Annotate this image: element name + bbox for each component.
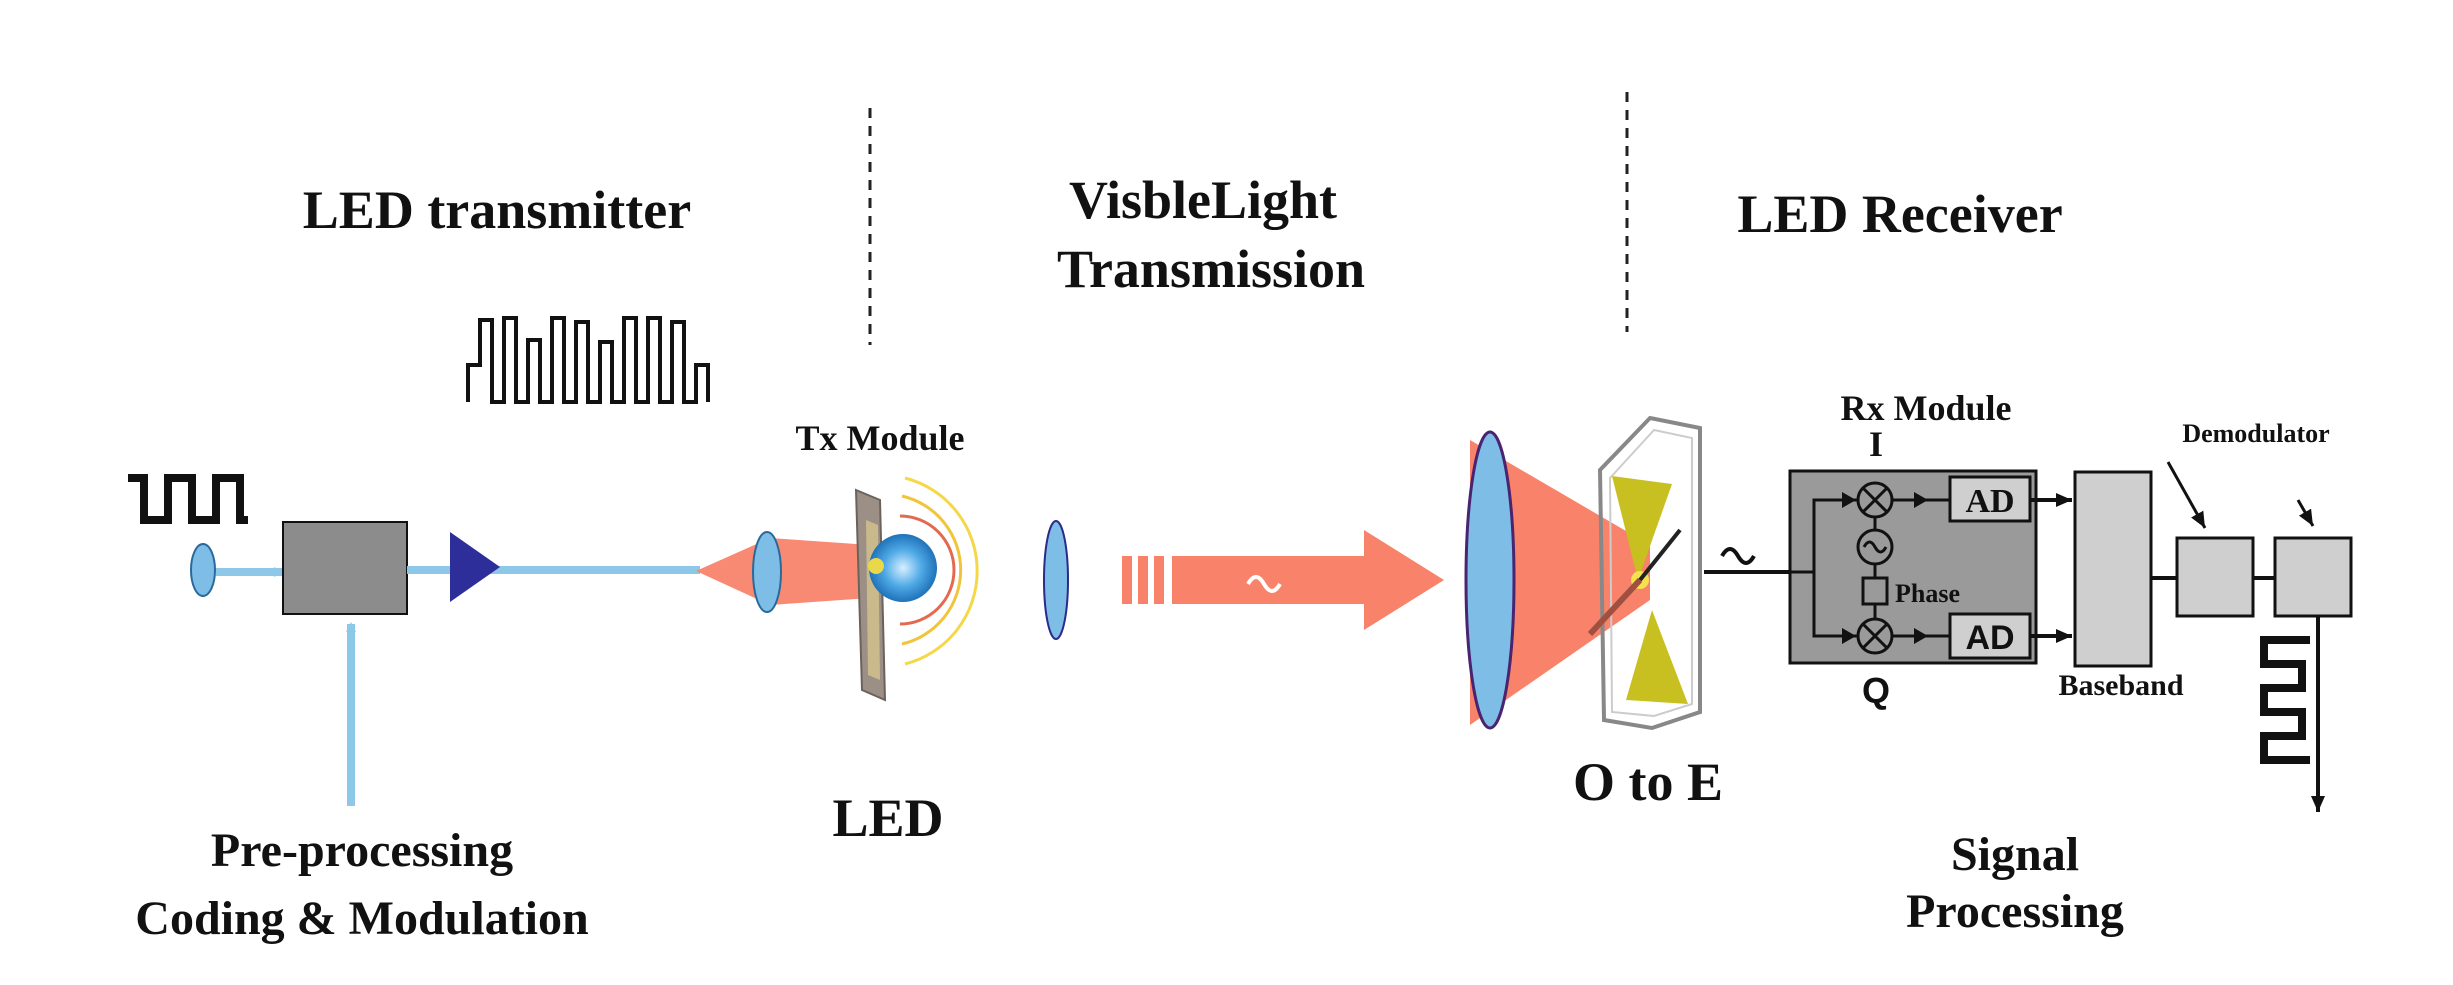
mixer-icon-q xyxy=(1856,617,1894,655)
demodulator-label: Demodulator xyxy=(2182,419,2329,448)
rx-lens xyxy=(1464,430,1516,730)
led-label: LED xyxy=(832,788,943,848)
phase-label: Phase xyxy=(1895,579,1960,608)
led-emission-ring-3 xyxy=(904,476,979,666)
i-out-arrow xyxy=(1914,492,1928,508)
demodulator-pointer-arrow xyxy=(2166,461,2207,529)
i-branch-arrow xyxy=(1842,492,1856,508)
output-processing-box xyxy=(2273,536,2353,618)
rx-sine-wave-icon xyxy=(1720,547,1756,565)
output-square-wave-icon xyxy=(2260,636,2310,764)
led-chip xyxy=(854,488,937,702)
ad-converter-q-label: AD xyxy=(1965,619,2014,657)
input-lens xyxy=(190,543,216,597)
free-space-lens xyxy=(1043,520,1069,640)
oscillator-icon xyxy=(1856,528,1894,566)
transmission-light-arrow xyxy=(1122,530,1444,630)
q-branch-label: Q xyxy=(1862,670,1890,711)
i-branch-label: I xyxy=(1869,424,1883,464)
tx-module-label: Tx Module xyxy=(795,418,964,458)
pulse-train-icon xyxy=(466,316,710,404)
preprocessing-label-1: Pre-processing xyxy=(211,824,513,877)
tx-lens xyxy=(752,531,782,613)
mixer-icon xyxy=(1856,481,1894,519)
led-emission-ring-2 xyxy=(901,494,963,646)
section-title-transmitter: LED transmitter xyxy=(303,180,691,240)
section-title-transmission-2: Transmission xyxy=(1057,239,1365,299)
output-pointer-arrow xyxy=(2296,499,2315,527)
baseband-box xyxy=(2073,470,2153,668)
phase-shifter xyxy=(1861,576,1889,606)
section-title-receiver: LED Receiver xyxy=(1737,184,2062,244)
section-title-transmission-1: VisbleLight xyxy=(1069,170,1337,230)
o-to-e-label: O to E xyxy=(1573,752,1723,812)
signal-processing-label-1: Signal xyxy=(1951,828,2079,881)
ad-converter-i xyxy=(1948,475,2032,523)
ad-converter-i-label: AD xyxy=(1965,483,2014,520)
baseband-label: Baseband xyxy=(2058,669,2183,702)
rx-module-label: Rx Module xyxy=(1841,388,2012,428)
tx-light-cone xyxy=(696,538,870,605)
led-emission-rings xyxy=(899,514,956,626)
signal-processing-label-2: Processing xyxy=(1906,885,2124,938)
q-branch-arrow xyxy=(1842,628,1856,644)
rx-light-cone xyxy=(1470,440,1650,725)
square-wave-icon xyxy=(128,474,248,524)
preprocessing-label-2: Coding & Modulation xyxy=(135,892,588,945)
sine-wave-icon xyxy=(1246,575,1282,593)
photodetector xyxy=(1587,415,1702,731)
amplifier-icon xyxy=(450,532,500,602)
q-out-arrow xyxy=(1914,628,1928,644)
preprocessing-box xyxy=(282,521,408,615)
demodulator-box xyxy=(2175,536,2255,618)
